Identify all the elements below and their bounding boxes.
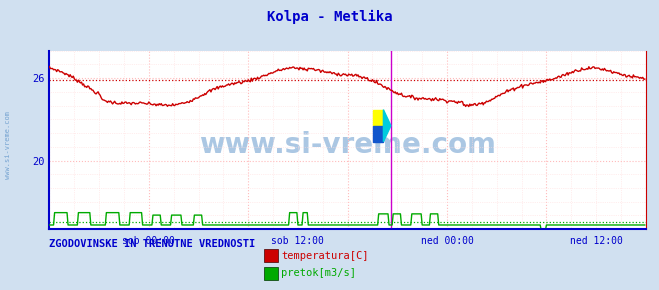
Text: www.si-vreme.com: www.si-vreme.com	[199, 131, 496, 159]
Text: sob 00:00: sob 00:00	[123, 236, 175, 246]
Text: ned 12:00: ned 12:00	[569, 236, 623, 246]
Text: temperatura[C]: temperatura[C]	[281, 251, 369, 261]
Text: pretok[m3/s]: pretok[m3/s]	[281, 268, 357, 278]
Text: ZGODOVINSKE IN TRENUTNE VREDNOSTI: ZGODOVINSKE IN TRENUTNE VREDNOSTI	[49, 239, 256, 249]
Text: Kolpa - Metlika: Kolpa - Metlika	[267, 10, 392, 24]
Bar	[373, 126, 384, 142]
Text: sob 12:00: sob 12:00	[272, 236, 324, 246]
Text: ned 00:00: ned 00:00	[420, 236, 473, 246]
Text: www.si-vreme.com: www.si-vreme.com	[5, 111, 11, 179]
Bar	[373, 110, 384, 126]
Polygon shape	[384, 110, 391, 142]
